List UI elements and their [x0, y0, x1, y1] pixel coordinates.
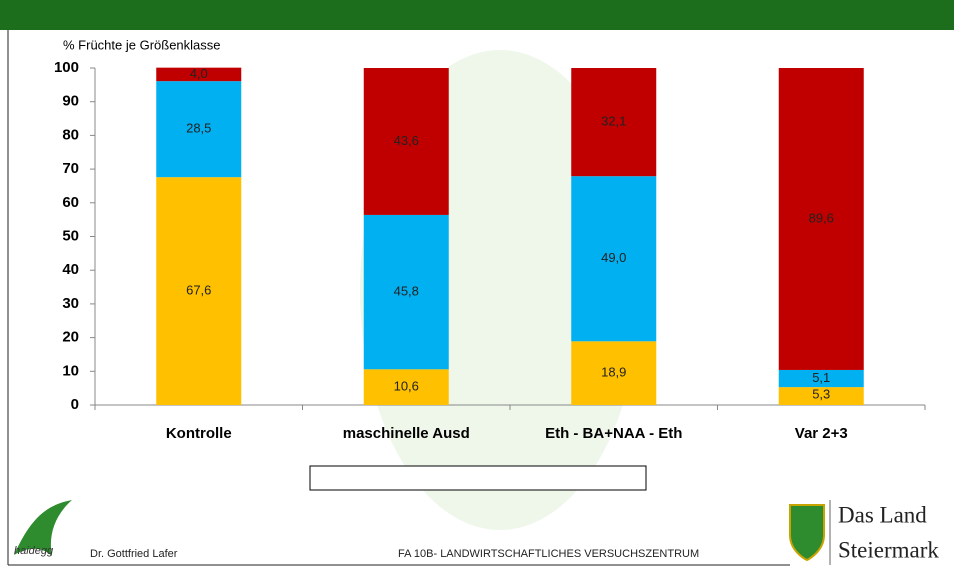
legend	[309, 465, 647, 491]
y-tick-label: 10	[62, 362, 79, 379]
bar-segment	[571, 68, 657, 177]
bar-segment	[363, 214, 449, 370]
y-tick-label: 100	[54, 59, 79, 76]
data-label: 49,0	[601, 250, 626, 265]
bar-segment	[571, 176, 657, 342]
data-label: 10,6	[394, 379, 419, 394]
institution: FA 10B- LANDWIRTSCHAFTLICHES VERSUCHSZEN…	[398, 548, 699, 560]
bar-segment	[778, 369, 864, 388]
state-name: Steiermark	[838, 537, 939, 562]
bar-segment	[571, 341, 657, 405]
data-label: 28,5	[186, 121, 211, 136]
y-tick-label: 50	[62, 227, 79, 244]
data-label: 89,6	[809, 210, 834, 225]
haidegg-logo	[14, 500, 72, 556]
data-label: 45,8	[394, 284, 419, 299]
y-tick-label: 30	[62, 295, 79, 312]
y-axis-title: % Früchte je Größenklasse	[63, 37, 221, 52]
y-tick-label: 80	[62, 126, 79, 143]
y-tick-label: 70	[62, 160, 79, 177]
x-tick-label: Eth - BA+NAA - Eth	[545, 425, 682, 442]
data-label: 5,3	[812, 386, 830, 401]
coat-of-arms	[789, 504, 825, 562]
data-label: 43,6	[394, 133, 419, 148]
x-tick-label: maschinelle Ausd	[343, 425, 470, 442]
y-tick-label: 60	[62, 194, 79, 211]
y-tick-label: 90	[62, 93, 79, 110]
bar-segment	[778, 68, 864, 370]
logo-text: haidegg	[14, 545, 54, 557]
header-banner	[0, 0, 954, 30]
author: Dr. Gottfried Lafer	[90, 548, 178, 560]
bar-segment	[778, 387, 864, 405]
x-tick-label: Var 2+3	[795, 425, 848, 442]
data-label: 5,1	[812, 370, 830, 385]
bar-segment	[156, 177, 242, 405]
state-name: Das Land	[838, 502, 927, 527]
y-tick-label: 0	[71, 396, 79, 413]
x-tick-label: Kontrolle	[166, 425, 232, 442]
y-tick-label: 20	[62, 329, 79, 346]
data-label: 18,9	[601, 365, 626, 380]
bar-segment	[363, 369, 449, 405]
data-label: 4,0	[190, 66, 208, 81]
data-label: 67,6	[186, 283, 211, 298]
bar-segment	[363, 68, 449, 215]
bar-segment	[156, 67, 242, 82]
bar-segment	[156, 81, 242, 178]
data-label: 32,1	[601, 114, 626, 129]
y-tick-label: 40	[62, 261, 79, 278]
